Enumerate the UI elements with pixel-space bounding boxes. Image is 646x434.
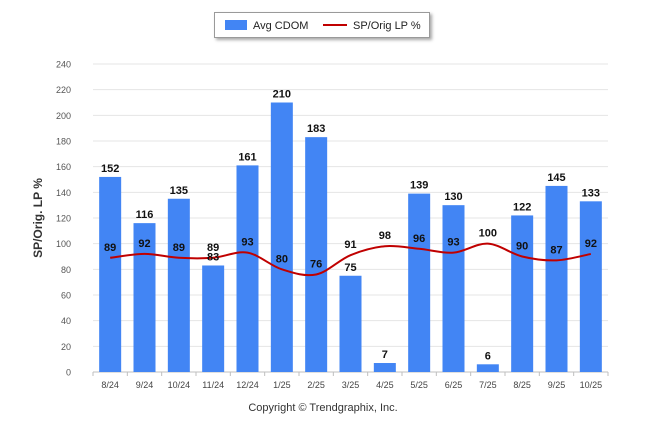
y-tick-label: 80: [61, 265, 71, 275]
line-data-label: 92: [585, 238, 597, 250]
legend-label-avg-cdom: Avg CDOM: [253, 20, 309, 32]
y-tick-label: 200: [56, 111, 71, 121]
bar-data-label: 133: [582, 187, 600, 199]
x-tick-label: 11/24: [202, 380, 224, 390]
legend-item-sp-orig-lp[interactable]: SP/Orig LP %: [323, 19, 421, 33]
bar-10/25: [579, 201, 602, 372]
line-data-label: 87: [550, 244, 562, 256]
x-tick-label: 10/25: [580, 380, 603, 390]
x-tick-label: 7/25: [479, 380, 497, 390]
x-tick-label: 8/25: [513, 380, 531, 390]
y-tick-label: 120: [56, 214, 71, 224]
bar-data-label: 83: [207, 251, 219, 263]
bar-data-label: 130: [444, 191, 462, 203]
bar-9/25: [545, 185, 568, 372]
legend-swatch-line: [323, 24, 347, 26]
y-tick-label: 40: [61, 316, 71, 326]
bar-2/25: [305, 137, 328, 372]
bar-3/25: [339, 275, 362, 372]
line-data-label: 92: [138, 238, 150, 250]
x-tick-label: 3/25: [342, 380, 360, 390]
bar-data-label: 6: [485, 350, 491, 362]
bar-5/25: [408, 193, 431, 372]
x-tick-label: 9/24: [136, 380, 154, 390]
bar-11/24: [202, 265, 225, 372]
y-tick-label: 60: [61, 291, 71, 301]
y-tick-label: 220: [56, 85, 71, 95]
x-tick-label: 12/24: [236, 380, 259, 390]
bar-12/24: [236, 165, 259, 372]
line-data-label: 96: [413, 233, 425, 245]
x-tick-label: 9/25: [548, 380, 566, 390]
line-data-label: 93: [447, 237, 459, 249]
line-data-label: 89: [104, 242, 116, 254]
line-data-label: 98: [379, 230, 391, 242]
bar-8/24: [99, 176, 122, 372]
y-tick-label: 180: [56, 137, 71, 147]
bar-10/24: [167, 198, 190, 372]
bar-6/25: [442, 205, 465, 372]
line-data-label: 76: [310, 258, 322, 270]
line-data-label: 90: [516, 241, 528, 253]
bar-data-label: 139: [410, 180, 428, 192]
copyright-text: Copyright © Trendgraphix, Inc.: [248, 402, 398, 414]
x-tick-label: 2/25: [307, 380, 325, 390]
y-tick-label: 240: [56, 60, 71, 70]
line-data-label: 80: [276, 253, 288, 265]
y-tick-label: 0: [66, 368, 71, 378]
bar-data-label: 7: [382, 349, 388, 361]
y-axis-label: SP/Orig. LP %: [31, 178, 45, 258]
bar-data-label: 75: [344, 262, 356, 274]
bar-1/25: [270, 102, 293, 372]
legend: Avg CDOM SP/Orig LP %: [214, 12, 430, 38]
bar-9/24: [133, 223, 156, 372]
y-tick-label: 140: [56, 188, 71, 198]
line-sp-orig-lp: [110, 242, 592, 277]
bar-7/25: [476, 364, 499, 372]
x-tick-label: 6/25: [445, 380, 463, 390]
bar-data-label: 161: [238, 151, 256, 163]
line-data-label: 89: [207, 242, 219, 254]
line-data-label: 93: [241, 237, 253, 249]
line-data-label: 91: [344, 239, 356, 251]
x-tick-label: 10/24: [168, 380, 191, 390]
bar-data-label: 210: [273, 89, 291, 101]
bar-4/25: [373, 363, 396, 372]
x-tick-label: 4/25: [376, 380, 394, 390]
bar-data-label: 152: [101, 163, 119, 175]
y-tick-label: 100: [56, 239, 71, 249]
bar-data-label: 116: [136, 209, 154, 221]
x-tick-label: 5/25: [410, 380, 428, 390]
y-tick-label: 20: [61, 342, 71, 352]
x-tick-label: 8/24: [101, 380, 119, 390]
legend-label-sp-orig-lp: SP/Orig LP %: [353, 20, 421, 32]
legend-item-avg-cdom[interactable]: Avg CDOM: [225, 19, 308, 33]
y-tick-label: 160: [56, 162, 71, 172]
bar-data-label: 135: [170, 185, 188, 197]
bar-data-label: 122: [513, 201, 531, 213]
bar-8/25: [511, 215, 534, 372]
legend-swatch-bar: [225, 20, 247, 30]
line-data-label: 100: [479, 228, 497, 240]
bar-data-label: 183: [307, 123, 325, 135]
line-data-label: 89: [173, 242, 185, 254]
bar-data-label: 145: [547, 172, 565, 184]
x-tick-label: 1/25: [273, 380, 291, 390]
